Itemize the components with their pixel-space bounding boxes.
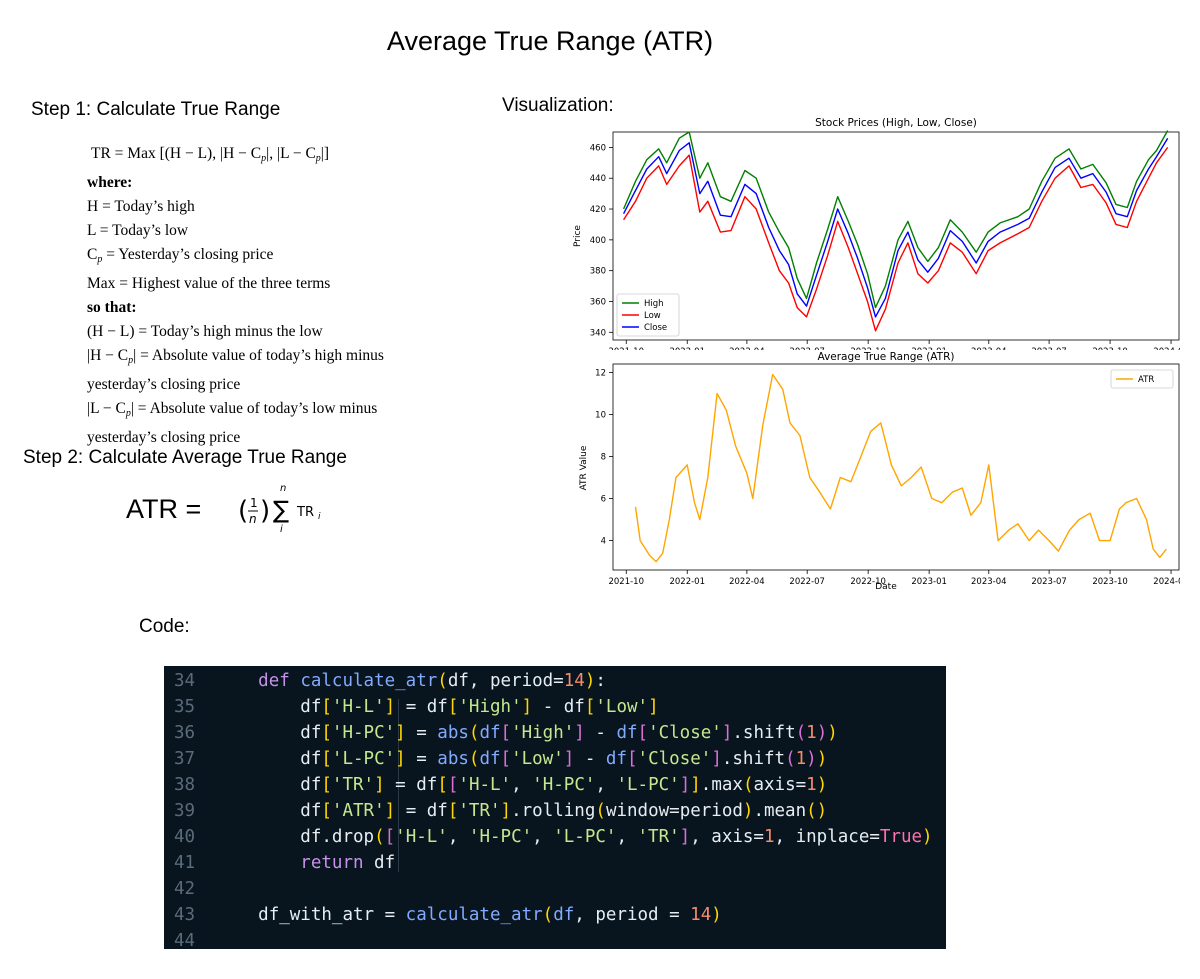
step1-heading: Step 1: Calculate True Range (31, 99, 281, 120)
legend-label: Low (644, 311, 661, 321)
tr-subscript-i: i (318, 512, 321, 522)
price-chart-title: Stock Prices (High, Low, Close) (815, 117, 977, 129)
legend-box (616, 293, 680, 337)
atr-label: ATR = (126, 494, 202, 524)
x-tick-label: 2022-07 (789, 347, 825, 350)
price-chart: Stock Prices (High, Low, Close) Price 34… (573, 117, 1180, 350)
y-tick-label: 4 (601, 537, 606, 547)
x-tick-label: 2022-01 (669, 347, 705, 350)
code-line-34: 34 def calculate_atr(df, period=14): (174, 671, 606, 691)
code-block: 34 def calculate_atr(df, period=14): 35 … (164, 666, 946, 949)
atr-chart-title: Average True Range (ATR) (818, 351, 955, 363)
atr-chart: Average True Range (ATR) ATR Value Date … (579, 351, 1180, 592)
y-tick-label: 420 (590, 205, 606, 215)
code-label: Code: (139, 616, 190, 637)
x-tick-label: 2023-01 (911, 347, 947, 350)
atr-sum-expression: ( 1 n ) n ∑ i TR i (238, 483, 321, 535)
sigma-symbol: ∑ (273, 496, 289, 524)
y-tick-label: 440 (590, 174, 606, 184)
indent-guide (398, 699, 399, 872)
desc-lcp-2: yesterday’s closing price (87, 429, 241, 446)
code-line-43: 43 df_with_atr = calculate_atr(df, perio… (174, 905, 722, 925)
fraction-n: n (249, 512, 257, 526)
fraction-one: 1 (250, 496, 258, 510)
y-tick-label: 340 (590, 328, 606, 338)
x-tick-label: 2022-04 (729, 347, 765, 350)
desc-hcp: |H − Cp| = Absolute value of today’s hig… (87, 347, 384, 366)
tr-equation: TR = Max [(H − L), |H − Cp|, |L − Cp|] (91, 145, 330, 164)
x-tick-label: 2022-01 (669, 577, 705, 587)
code-line-44: 44 (174, 931, 196, 949)
series-line-atr (634, 373, 1167, 563)
legend-label: ATR (1138, 375, 1154, 385)
def-h: H = Today’s high (87, 198, 195, 215)
where-label: where: (87, 174, 133, 191)
code-line-38: 38 df['TR'] = df[['H-L', 'H-PC', 'L-PC']… (174, 775, 828, 795)
def-max: Max = Highest value of the three terms (87, 275, 331, 292)
desc-lcp: |L − Cp| = Absolute value of today’s low… (87, 400, 378, 419)
code-line-42: 42 (174, 879, 196, 899)
true-range-formula: TR = Max [(H − L), |H − Cp|, |L − Cp|] w… (87, 142, 507, 450)
x-tick-label: 2023-10 (1092, 577, 1128, 587)
x-tick-label: 2023-04 (971, 577, 1007, 587)
y-tick-label: 360 (590, 297, 606, 307)
x-tick-label: 2023-04 (971, 347, 1007, 350)
main-title: Average True Range (ATR) (386, 26, 714, 56)
code-line-35: 35 df['H-L'] = df['High'] - df['Low'] (174, 697, 659, 717)
x-tick-label: 2021-10 (608, 577, 644, 587)
series-line-high (622, 130, 1169, 309)
x-tick-label: 2024-01 (1153, 347, 1180, 350)
atr-chart-ylabel: ATR Value (579, 445, 589, 490)
code-line-37: 37 df['L-PC'] = abs(df['Low'] - df['Clos… (174, 749, 828, 769)
step2-heading: Step 2: Calculate Average True Range (23, 447, 347, 468)
series-line-low (623, 146, 1169, 332)
x-tick-label: 2022-10 (850, 577, 886, 587)
x-tick-label: 2022-10 (850, 347, 886, 350)
x-tick-label: 2021-10 (608, 347, 644, 350)
series-line-close (622, 137, 1169, 318)
x-tick-label: 2023-07 (1031, 577, 1067, 587)
desc-hl: (H − L) = Today’s high minus the low (87, 323, 323, 340)
x-tick-label: 2023-07 (1031, 347, 1067, 350)
legend-label: High (644, 299, 664, 309)
desc-hcp-2: yesterday’s closing price (87, 376, 241, 393)
visualization-label: Visualization: (502, 95, 614, 116)
atr-chart-frame (612, 363, 1180, 571)
y-tick-label: 6 (601, 495, 606, 505)
tr-term: TR (296, 505, 314, 520)
y-tick-label: 400 (590, 236, 606, 246)
x-tick-label: 2022-07 (789, 577, 825, 587)
x-tick-label: 2023-10 (1092, 347, 1128, 350)
code-line-40: 40 df.drop(['H-L', 'H-PC', 'L-PC', 'TR']… (174, 827, 933, 847)
paren-right: ) (260, 496, 270, 526)
so-that-label: so that: (87, 299, 137, 316)
atr-chart-xlabel: Date (875, 582, 897, 592)
legend-label: Close (644, 323, 667, 333)
code-line-39: 39 df['ATR'] = df['TR'].rolling(window=p… (174, 801, 828, 821)
x-tick-label: 2022-04 (729, 577, 765, 587)
def-l: L = Today’s low (87, 222, 189, 239)
paren-left: ( (238, 496, 248, 526)
def-cp: Cp = Yesterday’s closing price (87, 246, 274, 265)
legend-box (1110, 369, 1174, 389)
sum-upper-n: n (280, 483, 286, 494)
y-tick-label: 380 (590, 267, 606, 277)
sum-lower-i: i (280, 524, 283, 535)
x-tick-label: 2024-01 (1153, 577, 1180, 587)
y-tick-label: 8 (601, 452, 606, 462)
y-tick-label: 12 (595, 368, 606, 378)
code-line-36: 36 df['H-PC'] = abs(df['High'] - df['Clo… (174, 723, 838, 743)
code-line-41: 41 return df (174, 853, 396, 873)
x-tick-label: 2023-01 (911, 577, 947, 587)
price-chart-ylabel: Price (573, 225, 583, 247)
y-tick-label: 10 (595, 410, 606, 420)
y-tick-label: 460 (590, 143, 606, 153)
price-chart-frame (612, 131, 1180, 341)
